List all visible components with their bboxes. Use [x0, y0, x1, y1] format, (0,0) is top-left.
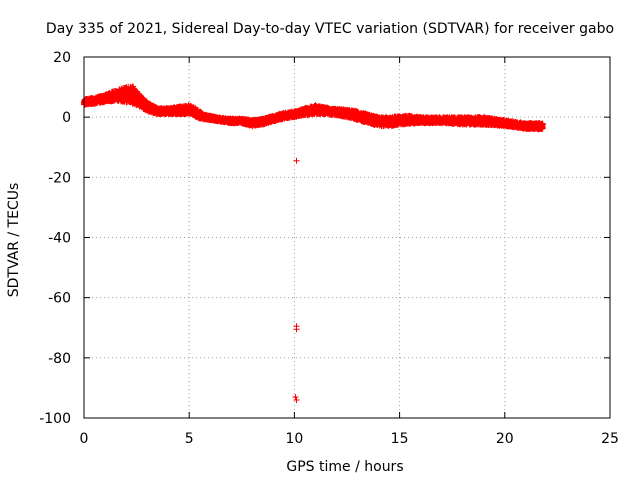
chart-title: Day 335 of 2021, Sidereal Day-to-day VTE…: [46, 21, 614, 37]
data-points: [81, 83, 546, 403]
